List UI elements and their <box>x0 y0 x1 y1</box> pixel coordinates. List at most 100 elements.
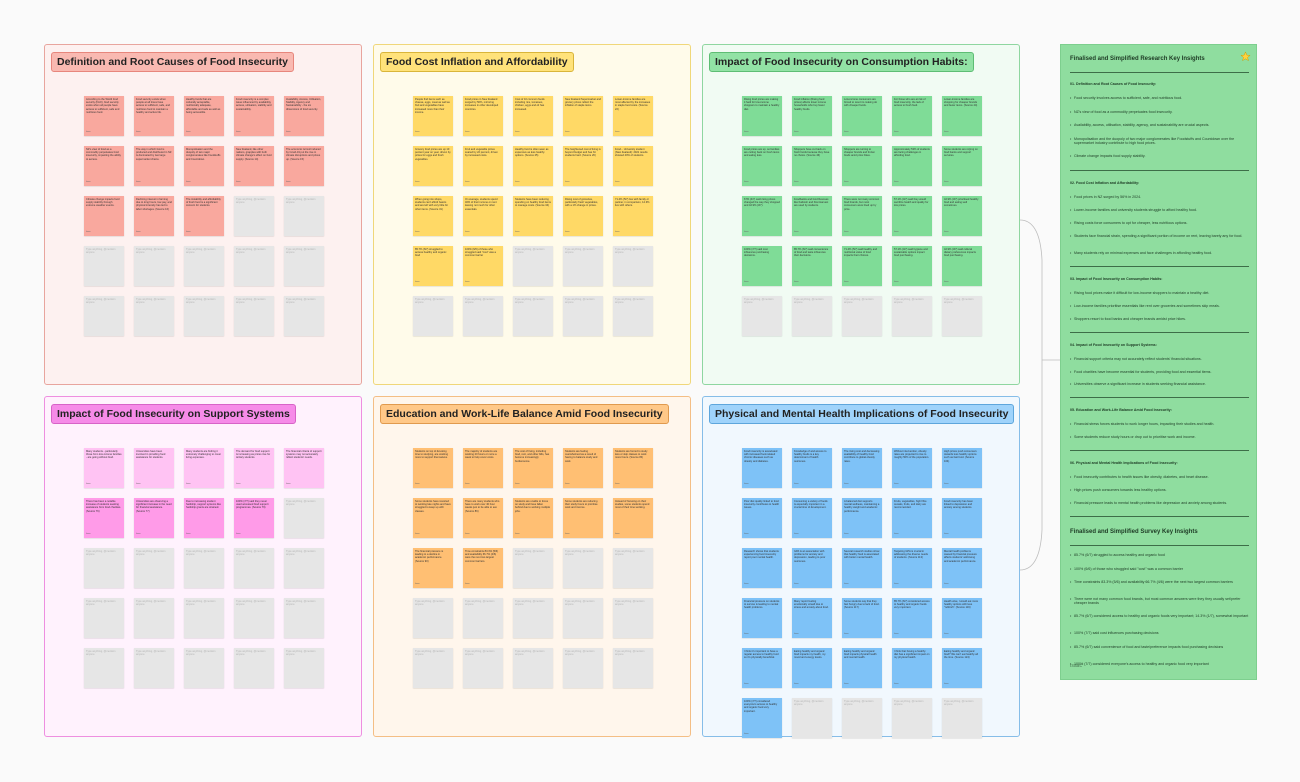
empty-sticky-note[interactable]: Type anything, @mention anyone <box>513 246 553 286</box>
sticky-note[interactable]: Declining interest in farming due to lon… <box>134 196 174 236</box>
sticky-note[interactable]: Food Inflation (Rising food prices) affe… <box>792 96 832 136</box>
section-s6[interactable]: Physical and Mental Health Implications … <box>702 396 1020 738</box>
sticky-note[interactable]: Students are forced to study less or ski… <box>613 448 653 488</box>
sticky-note[interactable]: Fruit and vegetable prices soared by 22 … <box>463 146 503 186</box>
sticky-note[interactable]: People find items such as cheese, eggs, … <box>413 96 453 136</box>
empty-sticky-note[interactable]: Type anything, @mention anyone <box>613 548 653 588</box>
sticky-note[interactable]: New Zealand Supermarket and grocery pric… <box>563 96 603 136</box>
empty-sticky-note[interactable]: Type anything, @mention anyone <box>463 598 503 638</box>
sticky-note[interactable]: Financial pressure on students to surviv… <box>742 598 782 638</box>
empty-sticky-note[interactable]: Type anything, @mention anyone <box>413 648 453 688</box>
sticky-note[interactable]: 42.9% (3/7) said cultural dietary prefer… <box>942 246 982 286</box>
empty-sticky-note[interactable]: Type anything, @mention anyone <box>234 598 274 638</box>
empty-sticky-note[interactable]: Type anything, @mention anyone <box>742 296 782 336</box>
sticky-note[interactable]: Healthy foods that are culturally accept… <box>184 96 224 136</box>
sticky-note[interactable]: 85.7% (6/7) struggled to access healthy … <box>413 246 453 286</box>
section-title[interactable]: Impact of Food Insecurity on Consumption… <box>709 52 974 72</box>
empty-sticky-note[interactable]: Type anything, @mention anyone <box>413 598 453 638</box>
sticky-note[interactable]: Availability, Access, Utilisation, Stabi… <box>284 96 324 136</box>
sticky-note[interactable]: Due to increasing student hardship, supp… <box>184 498 224 538</box>
sticky-note[interactable]: NZ's view of food as a commodity perpetu… <box>84 146 124 186</box>
sticky-note[interactable]: Many report feeling emotionally unwell d… <box>792 598 832 638</box>
sticky-note[interactable]: Food insecurity is associated with incre… <box>742 448 782 488</box>
empty-sticky-note[interactable]: Type anything, @mention anyone <box>284 598 324 638</box>
empty-sticky-note[interactable]: Type anything, @mention anyone <box>513 296 553 336</box>
empty-sticky-note[interactable]: Type anything, @mention anyone <box>563 598 603 638</box>
sticky-note[interactable]: GPA is an association with problems for … <box>792 548 832 588</box>
sticky-note[interactable]: Universities are observing a significant… <box>134 498 174 538</box>
sticky-note[interactable]: The cost of living, including food, rent… <box>513 448 553 488</box>
empty-sticky-note[interactable]: Type anything, @mention anyone <box>613 648 653 688</box>
sticky-note[interactable]: Several research studies show that healt… <box>842 548 882 588</box>
empty-sticky-note[interactable]: Type anything, @mention anyone <box>513 548 553 588</box>
empty-sticky-note[interactable]: Type anything, @mention anyone <box>513 598 553 638</box>
section-title[interactable]: Definition and Root Causes of Food Insec… <box>51 52 295 72</box>
empty-sticky-note[interactable]: Type anything, @mention anyone <box>284 548 324 588</box>
empty-sticky-note[interactable]: Type anything, @mention anyone <box>513 648 553 688</box>
sticky-note[interactable]: Lower-income families are most affected … <box>613 96 653 136</box>
empty-sticky-note[interactable]: Type anything, @mention anyone <box>892 296 932 336</box>
empty-sticky-note[interactable]: Type anything, @mention anyone <box>284 648 324 688</box>
section-s4[interactable]: Impact of Food Insecurity on Support Sys… <box>44 396 362 737</box>
sticky-note[interactable]: Food... University student (New Zealand)… <box>613 146 653 186</box>
sticky-note[interactable]: I think that having a healthy diet has a… <box>892 648 932 688</box>
sticky-note[interactable]: Knowledge of and access to healthy foods… <box>792 448 832 488</box>
empty-sticky-note[interactable]: Type anything, @mention anyone <box>563 548 603 588</box>
sticky-note[interactable]: Research shows that students experiencin… <box>742 548 782 588</box>
sticky-note[interactable]: According to the World food security (FA… <box>84 96 124 136</box>
sticky-note[interactable]: 85.7% (6/7) said convenience of food and… <box>792 246 832 286</box>
sticky-note[interactable]: There has been a notable increase of stu… <box>84 498 124 538</box>
sticky-note[interactable]: Food prices are up, so families are cutt… <box>742 146 782 186</box>
sticky-note[interactable]: The way in which food is produced and di… <box>134 146 174 186</box>
empty-sticky-note[interactable]: Type anything, @mention anyone <box>184 296 224 336</box>
sticky-note[interactable]: Eating healthy and organic food impacts … <box>792 648 832 688</box>
empty-sticky-note[interactable]: Type anything, @mention anyone <box>84 246 124 286</box>
sticky-note[interactable]: On average, students spend 46% of their … <box>463 196 503 236</box>
sticky-note[interactable]: 71.4% (5/7) said healthy and nutritional… <box>842 246 882 286</box>
sticky-note[interactable]: There were not many common food brands, … <box>842 196 882 236</box>
sticky-note[interactable]: 100% (7/7) said cost influences purchasi… <box>742 246 782 286</box>
sticky-note[interactable]: There are many students who have to work… <box>463 498 503 538</box>
empty-sticky-note[interactable]: Type anything, @mention anyone <box>184 246 224 286</box>
sticky-note[interactable]: The demand for food support is increasin… <box>234 448 274 488</box>
sticky-note[interactable]: Many students - particularly those from … <box>84 448 124 488</box>
sticky-note[interactable]: 85.7% (6/7) considered access to healthy… <box>892 598 932 638</box>
sticky-note[interactable]: The heightened cost of living is beyond … <box>563 146 603 186</box>
sticky-note[interactable]: Approximately 53% of students are facing… <box>892 146 932 186</box>
sticky-note[interactable]: The financial pressure is leading to a d… <box>413 548 453 588</box>
empty-sticky-note[interactable]: Type anything, @mention anyone <box>463 648 503 688</box>
sticky-note[interactable]: When going into shops, students can't af… <box>413 196 453 236</box>
section-title[interactable]: Food Cost Inflation and Affordability <box>380 52 574 72</box>
sticky-note[interactable]: Universities have been involved in provi… <box>134 448 174 488</box>
section-title[interactable]: Impact of Food Insecurity on Support Sys… <box>51 404 296 424</box>
sticky-note[interactable]: Health wise, I would eat more healthy op… <box>942 598 982 638</box>
empty-sticky-note[interactable]: Type anything, @mention anyone <box>842 296 882 336</box>
sticky-note[interactable]: Many students are finding it extremely c… <box>184 448 224 488</box>
sticky-note[interactable]: Eating healthy and organic food impacts … <box>842 648 882 688</box>
empty-sticky-note[interactable]: Type anything, @mention anyone <box>563 648 603 688</box>
sticky-note[interactable]: Mental health problems caused by financi… <box>942 548 982 588</box>
sticky-note[interactable]: Instead of focusing on their studies, so… <box>613 498 653 538</box>
sticky-note[interactable]: The economic turmoil induced by Covid-19… <box>284 146 324 186</box>
section-title[interactable]: Education and Work-Life Balance Amid Foo… <box>380 404 669 424</box>
sticky-note[interactable]: Food insecurity has been linked to depre… <box>942 498 982 538</box>
star-icon[interactable] <box>1240 51 1251 62</box>
sticky-note[interactable]: Rising cost of groceries, particularly f… <box>563 196 603 236</box>
sticky-note[interactable]: Food security exists when people at all … <box>134 96 174 136</box>
empty-sticky-note[interactable]: Type anything, @mention anyone <box>284 296 324 336</box>
sticky-note[interactable]: Low-income consumers are forced to resor… <box>842 96 882 136</box>
empty-sticky-note[interactable]: Type anything, @mention anyone <box>892 698 932 738</box>
empty-sticky-note[interactable]: Type anything, @mention anyone <box>463 296 503 336</box>
sticky-note[interactable]: Poor diet quality linked to food insecur… <box>742 498 782 538</box>
empty-sticky-note[interactable]: Type anything, @mention anyone <box>134 296 174 336</box>
sticky-note[interactable]: High prices push consumers towards less … <box>942 448 982 488</box>
empty-sticky-note[interactable]: Type anything, @mention anyone <box>234 648 274 688</box>
empty-sticky-note[interactable]: Type anything, @mention anyone <box>134 548 174 588</box>
sticky-note[interactable]: Food prices in New Zealand surged by 56%… <box>463 96 503 136</box>
empty-sticky-note[interactable]: Type anything, @mention anyone <box>942 698 982 738</box>
sticky-note[interactable]: Lower-income families are shopping for c… <box>942 96 982 136</box>
sticky-note[interactable]: I think it's important to have a regular… <box>742 648 782 688</box>
section-s5[interactable]: Education and Work-Life Balance Amid Foo… <box>373 396 691 737</box>
empty-sticky-note[interactable]: Type anything, @mention anyone <box>792 698 832 738</box>
sticky-note[interactable]: New Zealand, like other nations, grapple… <box>234 146 274 186</box>
